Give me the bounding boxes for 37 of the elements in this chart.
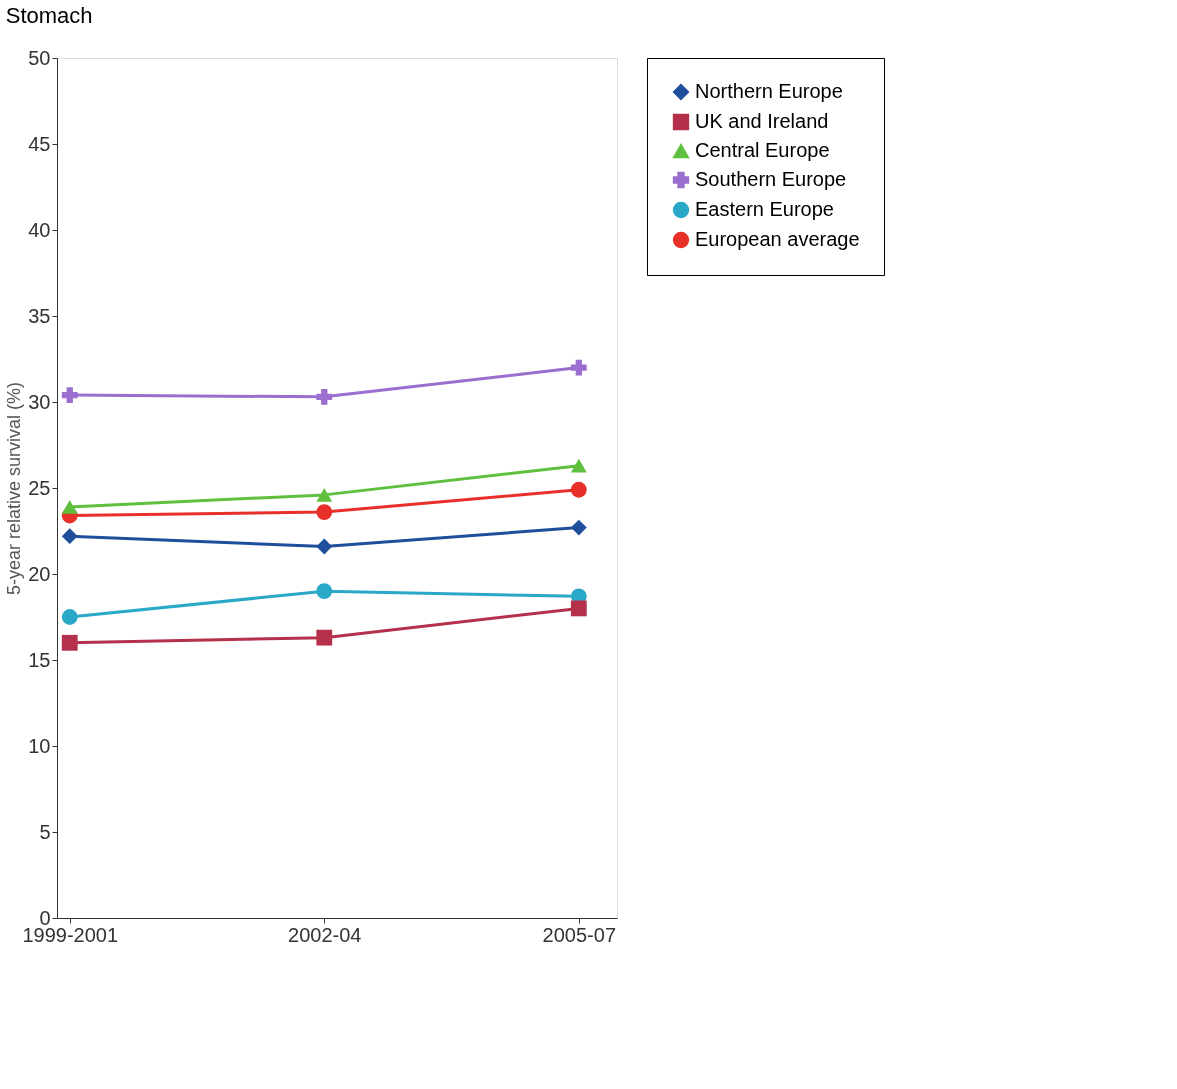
legend-label: Southern Europe bbox=[695, 168, 847, 190]
y-tick-label: 20 bbox=[28, 562, 51, 585]
point bbox=[570, 519, 587, 536]
y-tick-label: 10 bbox=[28, 734, 51, 757]
y-tick-label: 15 bbox=[28, 648, 51, 671]
y-tick-label: 40 bbox=[28, 218, 51, 241]
point bbox=[570, 458, 587, 473]
chart-title: Stomach bbox=[5, 3, 93, 28]
legend-label: Northern Europe bbox=[695, 80, 843, 102]
point bbox=[316, 488, 333, 502]
legend-label: UK and Ireland bbox=[695, 110, 829, 132]
point bbox=[570, 359, 587, 376]
y-axis-title: 5-year relative survival (%) bbox=[4, 381, 25, 596]
y-tick-label: 25 bbox=[28, 476, 51, 499]
point bbox=[61, 609, 78, 625]
legend-label: Eastern Europe bbox=[695, 198, 834, 220]
point bbox=[316, 583, 333, 600]
x-tick-label: 2002-04 bbox=[288, 923, 362, 946]
point bbox=[316, 538, 333, 555]
point bbox=[570, 600, 587, 617]
point bbox=[316, 388, 333, 405]
y-tick-label: 30 bbox=[28, 390, 51, 413]
legend-label: European average bbox=[695, 228, 860, 250]
y-tick-label: 0 bbox=[39, 906, 51, 929]
x-tick-label: 2005-07 bbox=[542, 923, 617, 946]
y-tick-label: 50 bbox=[28, 46, 51, 69]
y-tick-label: 45 bbox=[28, 132, 51, 155]
point bbox=[61, 528, 78, 545]
y-tick-label: 35 bbox=[28, 304, 51, 327]
point bbox=[61, 500, 78, 514]
point bbox=[316, 504, 333, 520]
point bbox=[61, 387, 78, 404]
legend-label: Central Europe bbox=[695, 139, 830, 161]
point bbox=[316, 629, 333, 646]
point bbox=[570, 481, 587, 498]
y-tick-label: 5 bbox=[39, 820, 51, 843]
point bbox=[61, 634, 78, 651]
